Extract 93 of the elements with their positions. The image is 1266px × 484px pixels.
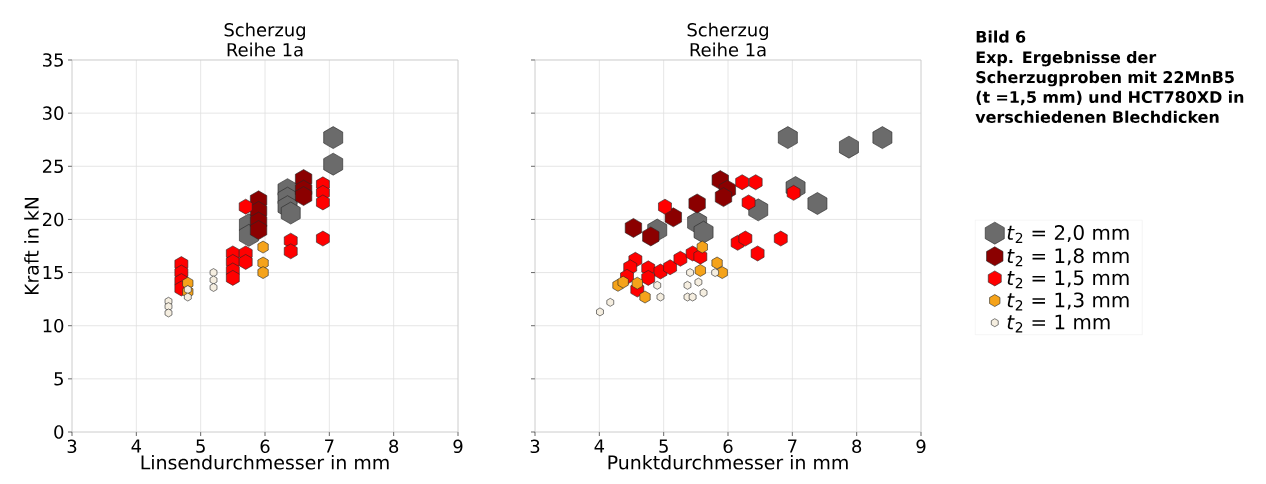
point: [688, 193, 706, 214]
y-tick-label: 15: [43, 265, 63, 280]
point: [872, 126, 893, 149]
x-tick-label: 3: [67, 439, 77, 454]
x-tick-label: 8: [389, 439, 399, 454]
point: [238, 254, 253, 270]
point: [711, 256, 723, 270]
point: [750, 245, 765, 262]
point: [773, 230, 788, 247]
point: [807, 192, 828, 215]
legend-label: t$_{2}$ = 1 mm: [1007, 314, 1110, 333]
x-tick-label: 9: [916, 439, 926, 454]
point: [257, 240, 269, 254]
point: [631, 276, 643, 290]
x-tick-label: 5: [196, 439, 205, 453]
point: [686, 268, 694, 277]
point: [694, 264, 706, 277]
x-tick-label: 7: [325, 439, 334, 453]
legend-label: t$_{2}$ = 1,8 mm: [1007, 248, 1129, 267]
x-axis-title: Linsendurchmesser in mm: [141, 454, 389, 470]
point: [673, 250, 688, 267]
point: [839, 135, 859, 159]
y-tick-label: 25: [42, 159, 63, 174]
chart-title: Scherzug: [687, 22, 768, 41]
point: [748, 174, 763, 191]
point: [184, 285, 192, 294]
point: [316, 230, 330, 247]
point: [714, 187, 733, 207]
x-tick-label: 3: [530, 439, 540, 454]
point: [778, 126, 798, 149]
x-tick-label: 5: [659, 439, 668, 453]
y-tick-label: 20: [42, 212, 64, 227]
point: [257, 266, 269, 279]
x-tick-label: 9: [453, 439, 463, 454]
y-tick-label: 10: [43, 318, 64, 333]
point: [741, 194, 756, 211]
point: [641, 270, 656, 286]
point: [184, 292, 192, 302]
point: [694, 277, 703, 287]
point: [209, 283, 218, 292]
point: [283, 243, 298, 260]
x-axis-title: Punktdurchmesser in mm: [608, 454, 848, 470]
point: [711, 268, 719, 277]
point: [693, 220, 714, 244]
y-tick-label: 0: [54, 425, 64, 439]
x-tick-label: 7: [788, 439, 797, 453]
legend-label: t$_{2}$ = 2,0 mm: [1007, 225, 1129, 244]
point: [238, 198, 253, 215]
point: [738, 230, 753, 247]
point: [786, 185, 801, 201]
point: [639, 290, 651, 304]
x-tick-label: 6: [260, 439, 270, 454]
point: [656, 292, 665, 302]
point: [164, 308, 173, 318]
point: [617, 275, 629, 289]
point: [642, 226, 660, 247]
point: [658, 198, 672, 215]
y-axis-title: Kraft in kN: [24, 197, 39, 295]
point: [696, 240, 708, 254]
text: Bild 6: [976, 30, 1026, 43]
point: [663, 259, 677, 276]
point: [664, 207, 682, 228]
point: [257, 256, 269, 270]
point: [699, 288, 708, 298]
legend-label: t$_{2}$ = 1,5 mm: [1007, 270, 1129, 289]
x-tick-label: 6: [723, 439, 733, 454]
y-tick-label: 30: [43, 106, 64, 120]
point: [316, 194, 330, 211]
x-tick-label: 4: [594, 439, 605, 453]
chart-title: Scherzug: [224, 22, 305, 41]
point: [596, 307, 604, 317]
point: [250, 220, 268, 240]
point: [735, 174, 749, 191]
point: [323, 152, 344, 176]
point: [688, 292, 697, 302]
text: Exp. Ergebnisse der Scherzugproben mit 22MnB5 (t =1,5 mm) und HCT780XD in verschiedenen Blechdicken: [975, 50, 1244, 123]
legend-label: t$_{2}$ = 1,3 mm: [1007, 292, 1129, 311]
point: [209, 275, 218, 285]
x-tick-label: 4: [131, 439, 142, 453]
point: [624, 218, 642, 238]
point: [653, 281, 661, 290]
chart-subtitle: Reihe 1a: [227, 42, 303, 57]
point: [209, 268, 218, 277]
x-tick-label: 8: [852, 439, 862, 454]
point: [606, 298, 615, 307]
point: [683, 281, 692, 290]
chart-subtitle: Reihe 1a: [690, 42, 766, 57]
point: [323, 126, 344, 149]
point: [280, 201, 301, 225]
y-tick-label: 35: [43, 53, 63, 67]
point: [226, 270, 240, 286]
point: [295, 186, 313, 206]
y-tick-label: 5: [54, 372, 63, 386]
